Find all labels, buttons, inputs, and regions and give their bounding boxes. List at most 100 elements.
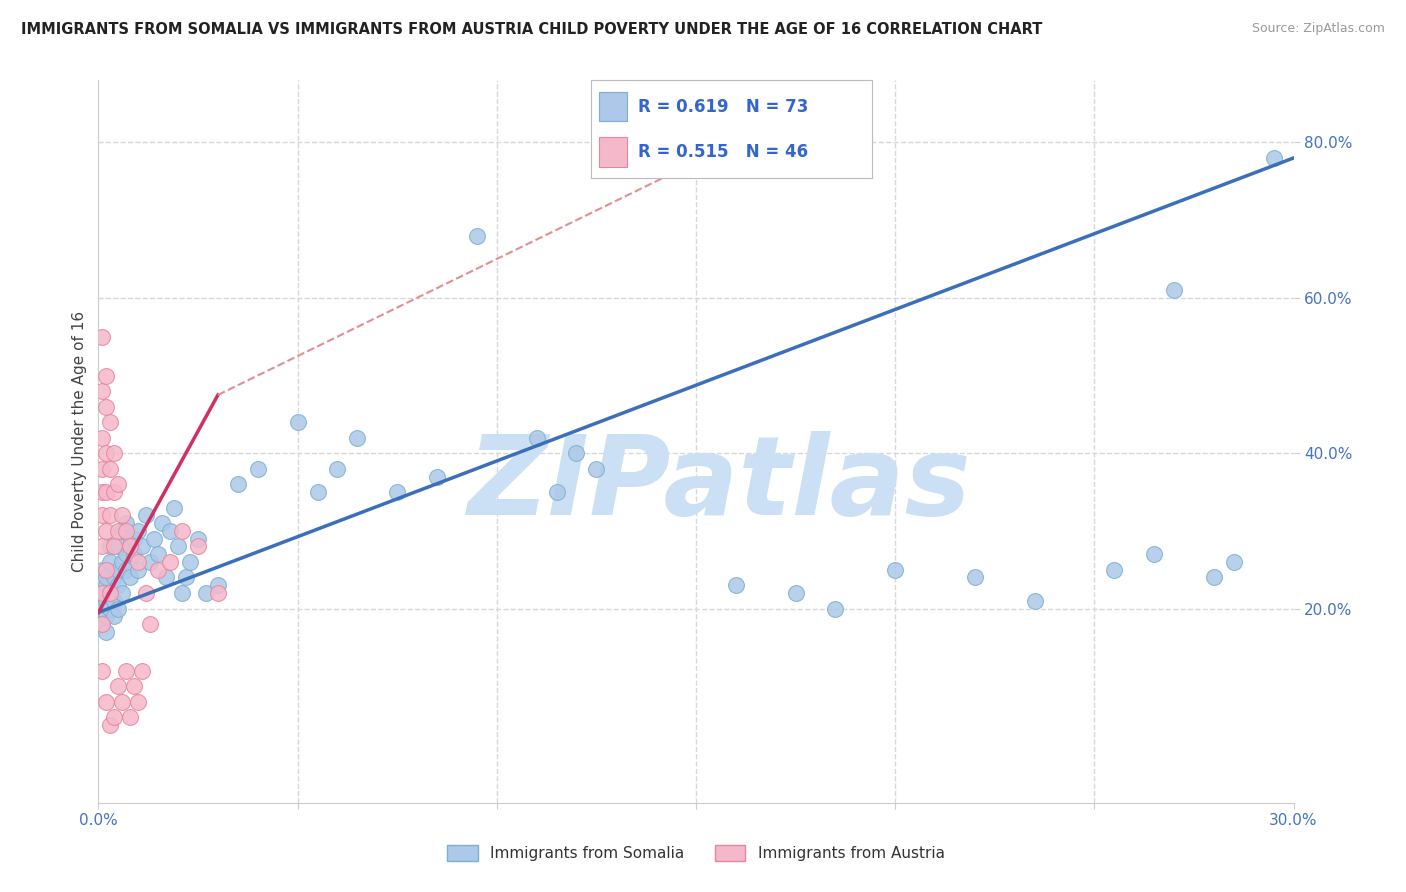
Point [111,524,134,538]
Point [963,570,986,584]
Point [1163,283,1185,297]
Point [884,563,907,577]
Point [465,228,488,243]
Point [127,695,149,709]
Point [96,524,118,538]
Point [91,540,114,554]
Point [96,400,118,414]
Point [98,461,122,475]
Point [187,540,209,554]
Point [103,609,125,624]
Text: R = 0.619   N = 73: R = 0.619 N = 73 [638,98,808,116]
Point [120,710,142,724]
Point [143,532,166,546]
Point [91,485,114,500]
Point [195,586,218,600]
Point [107,601,129,615]
Point [103,485,125,500]
Point [103,540,125,554]
Point [91,431,114,445]
Point [163,500,186,515]
Point [115,524,138,538]
Point [91,586,114,600]
Point [91,384,114,398]
Point [724,578,747,592]
FancyBboxPatch shape [599,137,627,167]
Point [226,477,249,491]
Text: Source: ZipAtlas.com: Source: ZipAtlas.com [1251,22,1385,36]
Point [111,555,134,569]
Text: R = 0.515   N = 46: R = 0.515 N = 46 [638,143,808,161]
Point [98,586,122,600]
Point [98,555,122,569]
Point [1223,555,1246,569]
Point [115,664,138,678]
Point [139,617,162,632]
Point [96,570,118,584]
Point [91,586,114,600]
Point [172,586,194,600]
Point [565,446,588,460]
Point [98,718,122,732]
Point [96,485,118,500]
Point [124,532,146,546]
Point [155,570,177,584]
Point [385,485,409,500]
Point [96,563,118,577]
Point [107,679,129,693]
Point [179,555,201,569]
Point [124,547,146,561]
Point [148,563,170,577]
Point [150,516,173,530]
Point [187,532,209,546]
Point [207,586,229,600]
Point [98,540,122,554]
Point [91,617,114,632]
Point [131,664,153,678]
Point [96,609,118,624]
Point [346,431,368,445]
Point [98,415,122,429]
Point [1202,570,1225,584]
Point [115,516,138,530]
Point [107,477,129,491]
Point [824,601,846,615]
Point [426,469,449,483]
Point [91,563,114,577]
Point [107,578,129,592]
Point [785,586,807,600]
Point [91,329,114,343]
Y-axis label: Child Poverty Under the Age of 16: Child Poverty Under the Age of 16 [72,311,87,572]
Point [96,594,118,608]
Point [98,508,122,523]
Point [246,461,269,475]
Point [103,570,125,584]
Point [107,524,129,538]
Point [111,695,134,709]
Point [139,555,162,569]
Point [546,485,568,500]
Point [111,586,134,600]
Point [172,524,194,538]
Text: ZIPatlas: ZIPatlas [468,432,972,539]
Point [1104,563,1126,577]
Point [120,540,142,554]
Point [120,570,142,584]
Point [91,617,114,632]
Legend: Immigrants from Somalia, Immigrants from Austria: Immigrants from Somalia, Immigrants from… [441,839,950,867]
Point [307,485,329,500]
Point [120,540,142,554]
Point [585,461,607,475]
Point [124,679,146,693]
Point [131,540,153,554]
Point [159,555,181,569]
Point [91,461,114,475]
Point [98,601,122,615]
Point [115,547,138,561]
Point [174,570,197,584]
Point [1024,594,1046,608]
Text: IMMIGRANTS FROM SOMALIA VS IMMIGRANTS FROM AUSTRIA CHILD POVERTY UNDER THE AGE O: IMMIGRANTS FROM SOMALIA VS IMMIGRANTS FR… [21,22,1042,37]
Point [107,540,129,554]
Point [1143,547,1166,561]
Point [103,594,125,608]
